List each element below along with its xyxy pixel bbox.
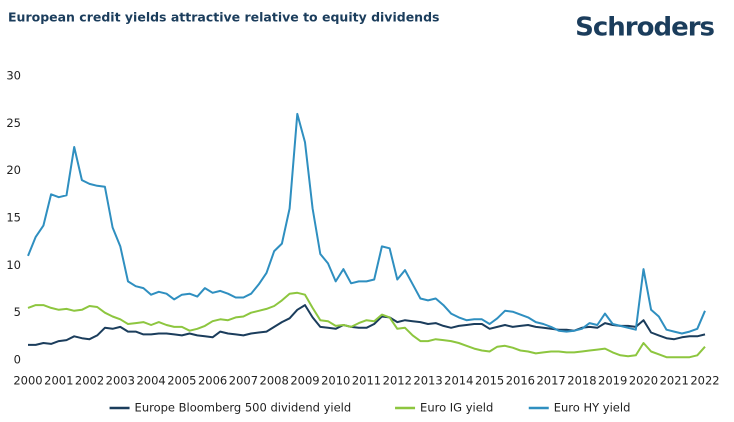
legend-label: Euro IG yield bbox=[420, 401, 493, 415]
x-tick-label: 2017 bbox=[536, 374, 565, 388]
x-tick-label: 2008 bbox=[260, 374, 289, 388]
x-tick-label: 2018 bbox=[567, 374, 596, 388]
x-tick-label: 2011 bbox=[352, 374, 381, 388]
x-tick-label: 2021 bbox=[660, 374, 689, 388]
x-tick-label: 2010 bbox=[321, 374, 350, 388]
x-tick-label: 2004 bbox=[136, 374, 165, 388]
x-tick-label: 2019 bbox=[598, 374, 627, 388]
x-tick-label: 2022 bbox=[690, 374, 719, 388]
y-tick-label: 10 bbox=[6, 258, 21, 272]
x-tick-label: 2003 bbox=[106, 374, 135, 388]
x-tick-label: 2006 bbox=[198, 374, 227, 388]
y-tick-label: 15 bbox=[6, 211, 21, 225]
x-tick-label: 2014 bbox=[444, 374, 473, 388]
x-tick-label: 2015 bbox=[475, 374, 504, 388]
x-tick-label: 2020 bbox=[629, 374, 658, 388]
x-tick-label: 2013 bbox=[413, 374, 442, 388]
series-line bbox=[27, 291, 706, 359]
x-tick-label: 2012 bbox=[383, 374, 412, 388]
y-tick-label: 5 bbox=[14, 305, 21, 319]
y-tick-label: 0 bbox=[14, 353, 21, 367]
x-tick-label: 2005 bbox=[167, 374, 196, 388]
legend-label: Euro HY yield bbox=[554, 401, 631, 415]
x-tick-label: 2007 bbox=[229, 374, 258, 388]
x-tick-label: 2016 bbox=[506, 374, 535, 388]
y-tick-label: 20 bbox=[6, 163, 21, 177]
x-tick-label: 2002 bbox=[75, 374, 104, 388]
y-tick-label: 25 bbox=[6, 116, 21, 130]
x-tick-label: 2000 bbox=[13, 374, 42, 388]
x-tick-label: 2001 bbox=[44, 374, 73, 388]
y-tick-label: 30 bbox=[6, 69, 21, 83]
legend-label: Europe Bloomberg 500 dividend yield bbox=[135, 401, 352, 415]
series-line bbox=[28, 304, 706, 346]
logo: Schroders bbox=[575, 13, 714, 43]
series-line bbox=[27, 112, 706, 335]
chart-title: European credit yields attractive relati… bbox=[8, 10, 439, 25]
x-tick-label: 2009 bbox=[290, 374, 319, 388]
